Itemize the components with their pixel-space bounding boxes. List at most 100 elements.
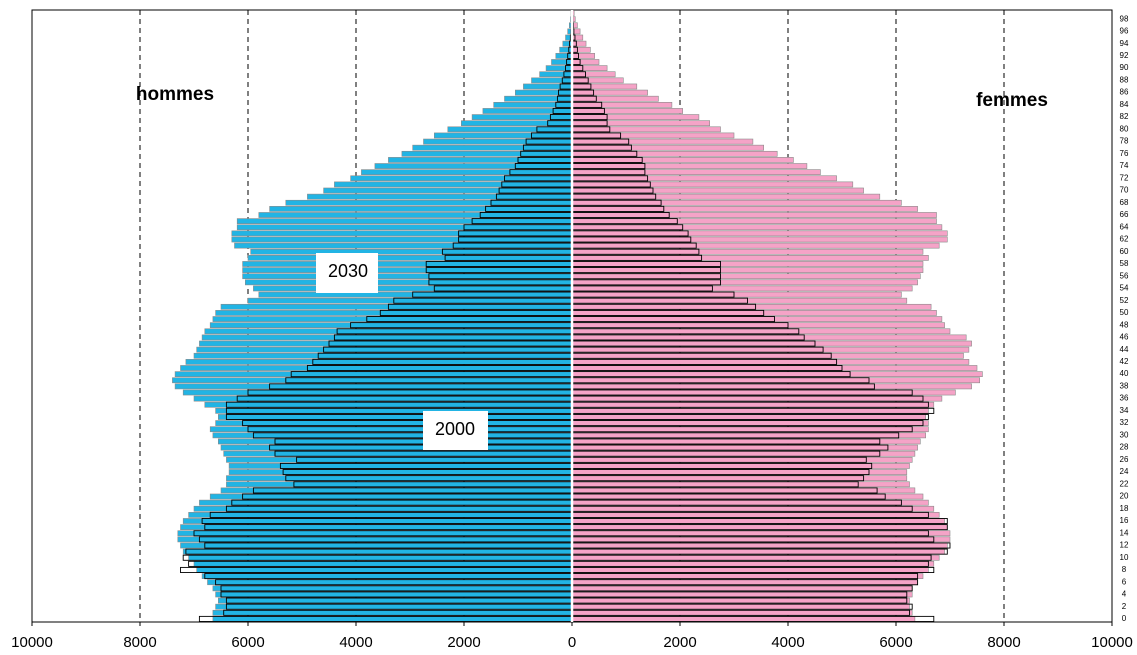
bar-2030 xyxy=(180,365,573,371)
bar-2030 xyxy=(545,65,573,72)
bar-2030 xyxy=(571,597,910,604)
bar-2030 xyxy=(571,236,948,243)
bar-2030 xyxy=(242,267,573,273)
bar-2030 xyxy=(571,267,924,273)
bar-2030 xyxy=(571,157,794,163)
bar-2030 xyxy=(215,591,573,598)
bar-2030 xyxy=(571,248,924,255)
bar-2030 xyxy=(571,206,918,212)
annotation: 2000 xyxy=(435,419,475,439)
bar-2030 xyxy=(571,463,910,469)
bar-2030 xyxy=(193,352,573,359)
bar-2030 xyxy=(571,83,638,90)
bar-2030 xyxy=(482,108,573,114)
bar-2030 xyxy=(180,542,573,549)
bar-2030 xyxy=(199,499,573,506)
bar-2030 xyxy=(555,53,573,59)
bar-2030 xyxy=(571,573,924,579)
bar-2030 xyxy=(571,346,970,353)
bar-2030 xyxy=(234,242,573,249)
bar-2030 xyxy=(236,218,573,225)
bar-2030 xyxy=(350,175,573,182)
bar-2030 xyxy=(571,310,937,316)
bar-2030 xyxy=(571,591,913,598)
bar-2030 xyxy=(571,603,910,610)
x-tick-label: 0 xyxy=(568,634,576,651)
bar-2030 xyxy=(571,77,624,84)
bar-2030 xyxy=(571,365,978,371)
bar-2030 xyxy=(218,438,573,445)
age-label: 94 xyxy=(1120,39,1129,48)
bar-2030 xyxy=(269,206,573,212)
bar-2030 xyxy=(571,95,659,102)
bar-2030 xyxy=(258,212,573,218)
bar-2030 xyxy=(571,548,945,555)
bar-2030 xyxy=(571,279,918,286)
age-label: 50 xyxy=(1120,308,1129,317)
age-label: 82 xyxy=(1120,112,1129,121)
x-tick-label: 10000 xyxy=(11,634,53,651)
bar-2030 xyxy=(571,199,902,206)
age-label: 44 xyxy=(1120,345,1129,354)
bar-2030 xyxy=(571,512,940,518)
age-label: 58 xyxy=(1120,259,1129,268)
bar-2030 xyxy=(571,414,927,420)
age-label: 84 xyxy=(1120,100,1129,109)
age-label: 64 xyxy=(1120,222,1129,231)
bar-2030 xyxy=(571,359,970,365)
bar-2030 xyxy=(323,187,573,194)
age-label: 70 xyxy=(1120,186,1129,195)
bar-2030 xyxy=(193,395,573,402)
age-label: 76 xyxy=(1120,149,1129,158)
bar-2030 xyxy=(218,414,573,420)
bar-2030 xyxy=(571,352,964,359)
bar-2030 xyxy=(433,132,573,139)
bar-2030 xyxy=(571,505,935,512)
bar-2030 xyxy=(571,126,721,133)
age-label: 0 xyxy=(1122,614,1127,623)
bar-2030 xyxy=(374,163,573,169)
bar-2030 xyxy=(571,401,935,408)
age-label: 14 xyxy=(1120,528,1129,537)
age-label: 48 xyxy=(1120,320,1129,329)
bar-2030 xyxy=(201,573,573,579)
age-label: 36 xyxy=(1120,394,1129,403)
bar-2030 xyxy=(388,157,573,163)
x-tick-label: 6000 xyxy=(231,634,264,651)
bar-2030 xyxy=(571,389,956,396)
bar-2030 xyxy=(236,224,573,231)
bar-2030 xyxy=(571,407,929,414)
bar-2030 xyxy=(215,310,573,316)
bar-2030 xyxy=(571,291,902,298)
age-label: 8 xyxy=(1122,565,1127,574)
bar-2030 xyxy=(182,518,573,524)
bar-2030 xyxy=(215,420,573,426)
age-label: 60 xyxy=(1120,247,1129,256)
bar-2030 xyxy=(571,89,648,96)
age-label: 66 xyxy=(1120,210,1129,219)
bar-2030 xyxy=(571,383,972,390)
bar-2030 xyxy=(212,316,573,322)
bar-2030 xyxy=(571,616,916,622)
bar-2030 xyxy=(242,273,573,280)
bar-2030 xyxy=(571,34,584,41)
bar-2030 xyxy=(571,316,943,322)
bar-2030 xyxy=(209,493,573,500)
bar-2030 xyxy=(559,46,573,53)
bar-2030 xyxy=(562,40,573,47)
bar-2030 xyxy=(226,475,573,482)
bar-2030 xyxy=(571,475,908,482)
bar-2030 xyxy=(571,377,981,384)
age-label: 20 xyxy=(1120,492,1129,501)
x-tick-label: 8000 xyxy=(987,634,1020,651)
bar-2030 xyxy=(571,518,945,524)
age-label: 46 xyxy=(1120,333,1129,342)
bar-2030 xyxy=(193,505,573,512)
age-label: 78 xyxy=(1120,137,1129,146)
bar-2030 xyxy=(177,530,573,537)
bar-2030 xyxy=(226,481,573,488)
bar-2030 xyxy=(193,560,573,567)
bar-2030 xyxy=(242,261,573,267)
bar-2030 xyxy=(493,102,573,108)
